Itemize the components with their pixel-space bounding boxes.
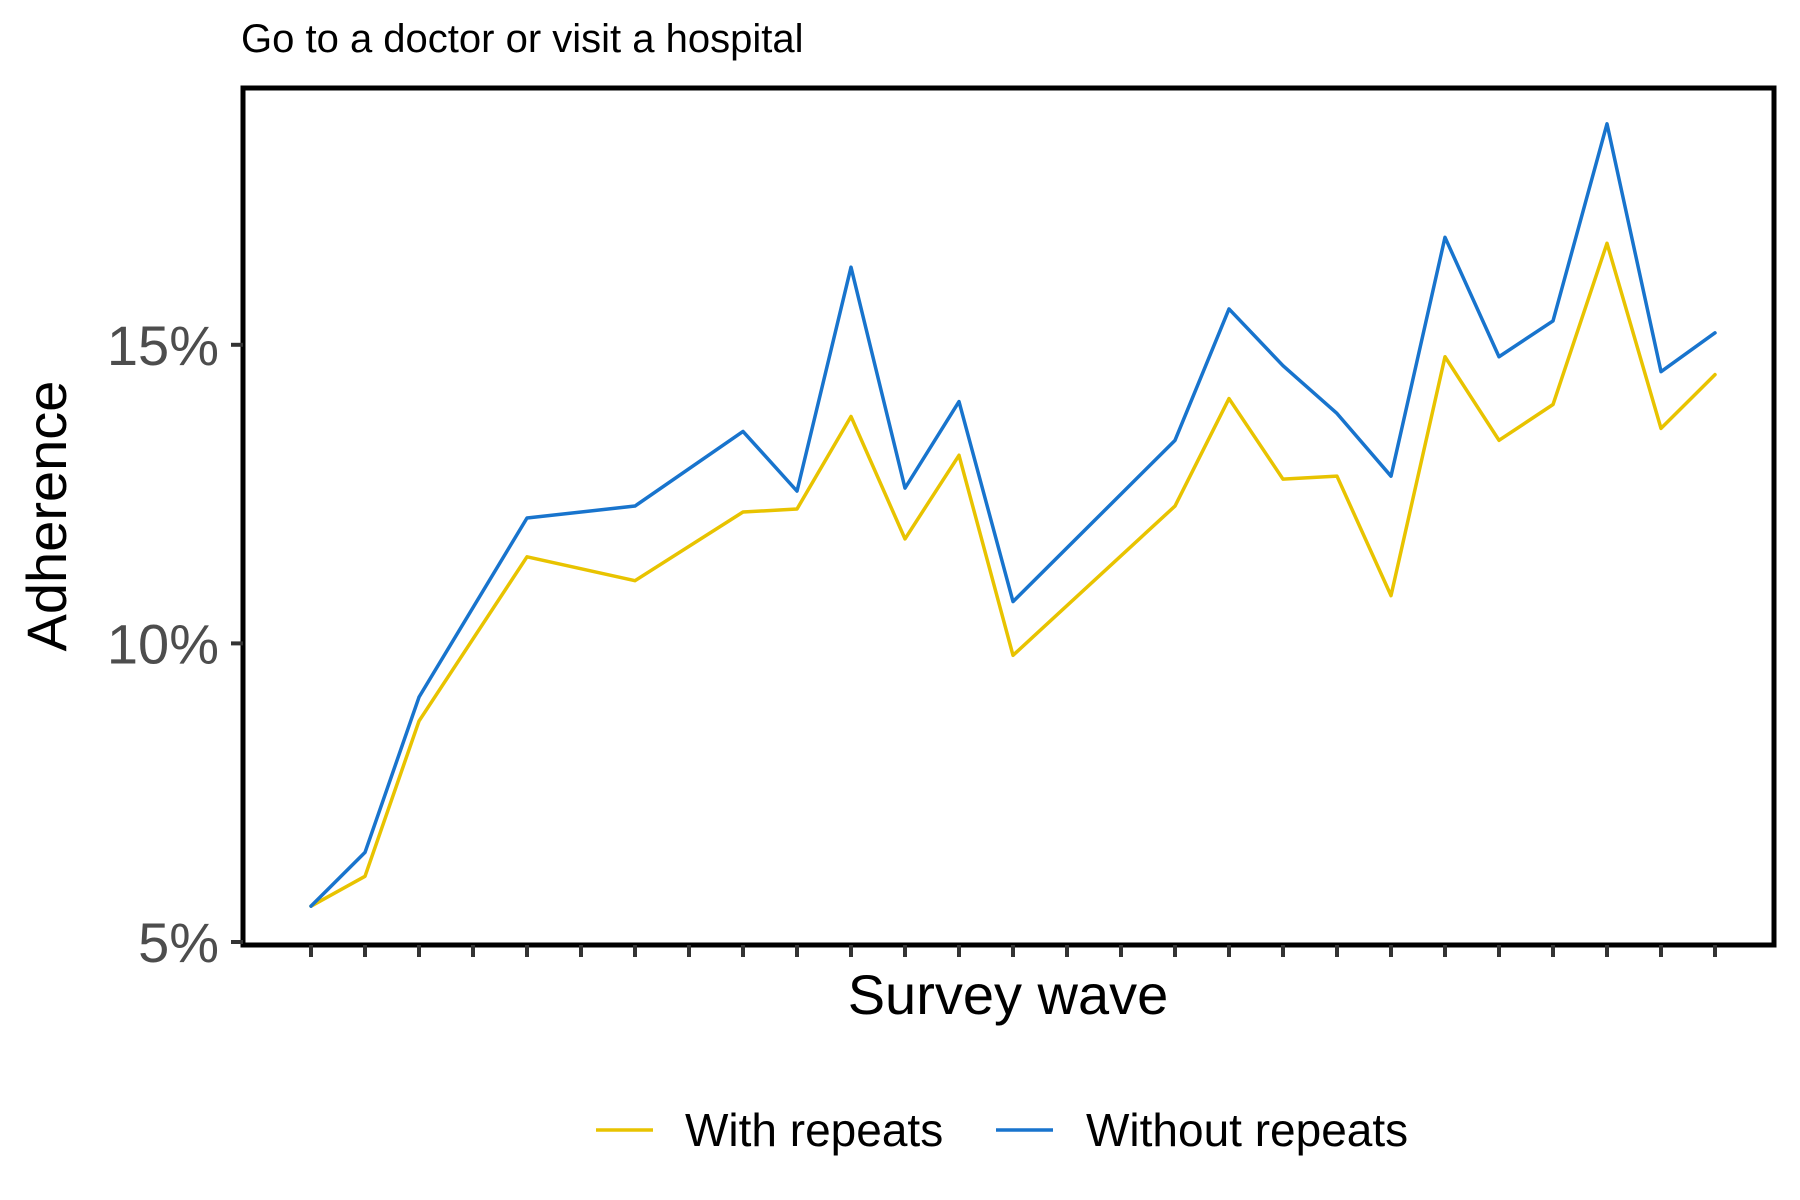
legend-label-with-repeats: With repeats xyxy=(685,1104,943,1156)
x-axis-title: Survey wave xyxy=(848,963,1169,1026)
plot-panel-border xyxy=(240,85,1777,948)
x-axis xyxy=(309,945,1717,957)
y-tick-label: 15% xyxy=(107,314,219,377)
legend: With repeats Without repeats xyxy=(596,1104,1408,1156)
chart-title: Go to a doctor or visit a hospital xyxy=(241,17,804,61)
plot-series xyxy=(309,122,1717,908)
series-line-without-repeats xyxy=(309,122,1717,908)
y-axis-title: Adherence xyxy=(15,381,78,652)
legend-label-without-repeats: Without repeats xyxy=(1086,1104,1408,1156)
series-line-with-repeats xyxy=(309,241,1717,908)
y-tick-label: 10% xyxy=(107,612,219,675)
y-tick-label: 5% xyxy=(138,911,219,974)
y-axis: 5% 10% 15% xyxy=(107,314,243,974)
